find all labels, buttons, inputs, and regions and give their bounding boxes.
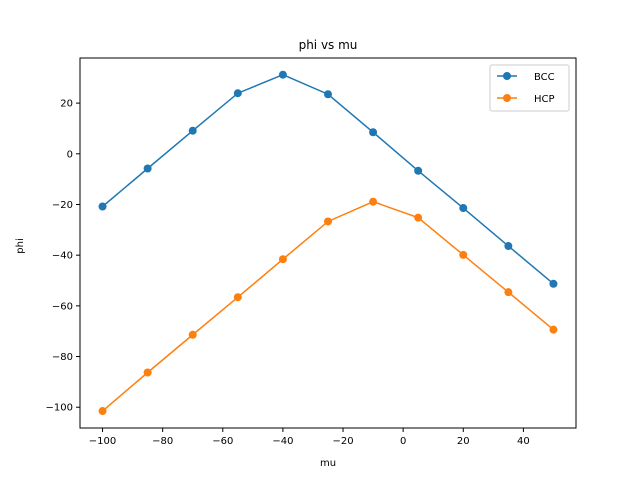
- data-point-bcc: [459, 204, 468, 213]
- data-point-hcp: [143, 368, 152, 377]
- y-tick-label: −60: [52, 301, 73, 312]
- data-point-bcc: [233, 89, 242, 98]
- data-point-hcp: [459, 250, 468, 259]
- data-point-bcc: [549, 279, 558, 288]
- x-tick-label: −60: [212, 436, 233, 447]
- x-axis: −100 −80 −60 −40 −20 0 20 40: [89, 428, 530, 447]
- x-tick-label: 0: [400, 436, 406, 447]
- x-tick-label: −40: [272, 436, 293, 447]
- data-point-bcc: [143, 164, 152, 173]
- plot-area: [98, 70, 558, 416]
- data-point-hcp: [369, 197, 378, 206]
- data-point-bcc: [98, 202, 107, 211]
- x-tick-label: −100: [89, 436, 116, 447]
- plot-frame: [79, 57, 577, 429]
- legend-label-bcc: BCC: [534, 72, 555, 83]
- data-point-hcp: [504, 288, 513, 297]
- data-point-bcc: [414, 166, 423, 175]
- data-point-hcp: [233, 293, 242, 302]
- data-point-hcp: [278, 255, 287, 264]
- series-line-hcp: [102, 200, 554, 412]
- x-tick-label: −80: [152, 436, 173, 447]
- data-point-bcc: [188, 126, 197, 135]
- legend-marker-hcp: [503, 94, 511, 102]
- data-point-hcp: [324, 217, 332, 226]
- series-line-bcc: [102, 73, 554, 285]
- data-point-hcp: [188, 330, 197, 339]
- chart-title: phi vs mu: [299, 38, 358, 52]
- data-point-hcp: [549, 325, 558, 334]
- y-axis-label: phi: [15, 238, 26, 253]
- y-tick-label: −20: [52, 200, 73, 211]
- y-tick-label: 0: [67, 149, 73, 160]
- y-axis: −100 −80 −60 −40 −20 0 20: [46, 99, 80, 414]
- legend-label-hcp: HCP: [534, 94, 555, 105]
- x-axis-label: mu: [320, 458, 336, 469]
- x-tick-label: −20: [332, 436, 353, 447]
- data-point-bcc: [324, 90, 332, 99]
- y-tick-label: −80: [52, 352, 73, 363]
- x-tick-label: 20: [457, 436, 470, 447]
- data-point-hcp: [414, 213, 423, 222]
- legend-marker-bcc: [503, 72, 511, 80]
- y-tick-label: −40: [52, 251, 73, 262]
- y-tick-label: −100: [46, 403, 73, 414]
- data-point-hcp: [98, 407, 107, 416]
- legend: BCC HCP: [489, 64, 570, 112]
- y-tick-label: 20: [60, 99, 73, 110]
- data-point-bcc: [504, 242, 513, 251]
- legend-box: [489, 64, 570, 112]
- x-tick-label: 40: [517, 436, 530, 447]
- data-point-bcc: [369, 128, 378, 137]
- data-point-bcc: [278, 70, 287, 79]
